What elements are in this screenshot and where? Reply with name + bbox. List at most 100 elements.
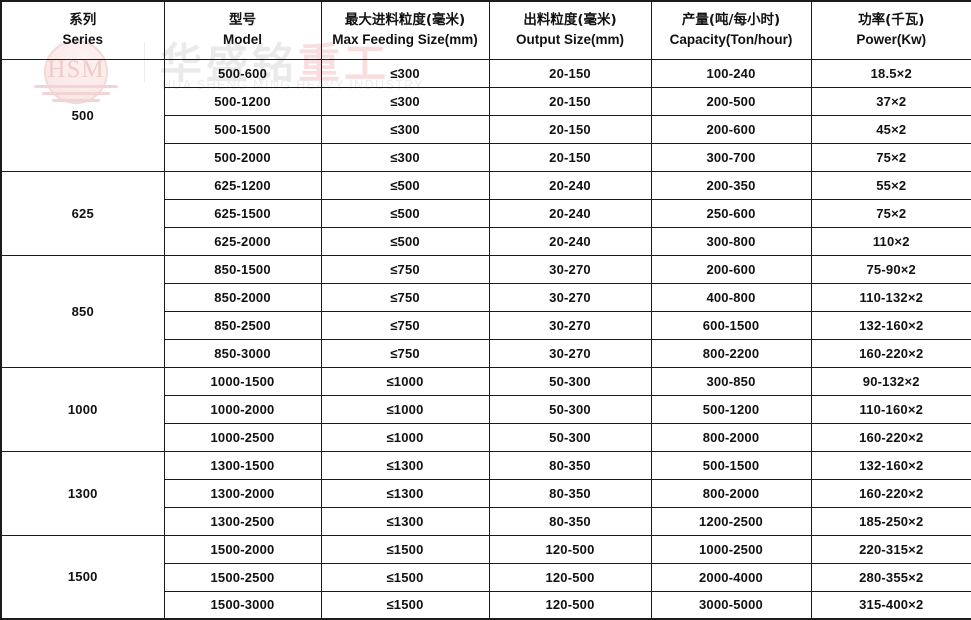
column-header-capacity: 产量(吨/每小时) Capacity(Ton/hour) — [650, 0, 812, 60]
output-size-cell: 120-500 — [488, 590, 652, 620]
power-cell: 160-220×2 — [810, 338, 971, 368]
output-size-cell: 20-150 — [488, 58, 652, 88]
table-header: 系列 Series 型号 Model 最大进料粒度(毫米) Max Feeding Siz… — [0, 0, 971, 60]
table-row: 850 850-1500 ≤750 30-270 200-600 75-90×2 — [0, 254, 971, 368]
column-header-feed: 最大进料粒度(毫米) Max Feeding Size(mm) — [320, 0, 490, 60]
column-header-cn: 系列 — [69, 11, 97, 28]
max-feeding-size-cell: ≤300 — [320, 114, 490, 144]
model-cell: 1300-2000 — [163, 478, 322, 508]
column-header-en: Capacity(Ton/hour) — [669, 32, 793, 48]
table-row: 1000 1000-1500 ≤1000 50-300 300-850 90-132×2 — [0, 366, 971, 452]
model-cell: 500-2000 — [163, 142, 322, 172]
output-size-cell: 20-240 — [488, 198, 652, 228]
capacity-cell: 800-2000 — [650, 478, 812, 508]
capacity-cell: 3000-5000 — [650, 590, 812, 620]
power-cell: 55×2 — [810, 170, 971, 200]
power-cell: 132-160×2 — [810, 310, 971, 340]
output-size-cell: 50-300 — [488, 366, 652, 396]
max-feeding-size-cell: ≤1500 — [320, 562, 490, 592]
capacity-cell: 100-240 — [650, 58, 812, 88]
column-header-cn: 最大进料粒度(毫米) — [344, 11, 466, 28]
output-size-cell: 30-270 — [488, 338, 652, 368]
model-cell: 1000-1500 — [163, 366, 322, 396]
power-cell: 45×2 — [810, 114, 971, 144]
table-row: 625 625-1200 ≤500 20-240 200-350 55×2 — [0, 170, 971, 256]
max-feeding-size-cell: ≤1000 — [320, 422, 490, 452]
max-feeding-size-cell: ≤1000 — [320, 394, 490, 424]
max-feeding-size-cell: ≤1300 — [320, 450, 490, 480]
power-cell: 110-160×2 — [810, 394, 971, 424]
capacity-cell: 300-700 — [650, 142, 812, 172]
model-cell: 1500-2000 — [163, 534, 322, 564]
model-cell: 500-600 — [163, 58, 322, 88]
max-feeding-size-cell: ≤500 — [320, 198, 490, 228]
table-row: 1500-2500 ≤1500 120-500 2000-4000 280-355×2 — [1, 562, 971, 592]
model-cell: 500-1200 — [163, 86, 322, 116]
column-header-series: 系列 Series — [0, 0, 165, 60]
column-header-en: Max Feeding Size(mm) — [332, 32, 478, 48]
capacity-cell: 200-600 — [650, 254, 812, 284]
max-feeding-size-cell: ≤1300 — [320, 478, 490, 508]
output-size-cell: 20-240 — [488, 170, 652, 200]
output-size-cell: 80-350 — [488, 478, 652, 508]
output-size-cell: 30-270 — [488, 254, 652, 284]
model-cell: 625-2000 — [163, 226, 322, 256]
max-feeding-size-cell: ≤1300 — [320, 506, 490, 536]
series-cell: 625 — [0, 170, 165, 256]
output-size-cell: 50-300 — [488, 394, 652, 424]
power-cell: 90-132×2 — [810, 366, 971, 396]
output-size-cell: 120-500 — [488, 562, 652, 592]
max-feeding-size-cell: ≤300 — [320, 142, 490, 172]
capacity-cell: 200-500 — [650, 86, 812, 116]
series-cell: 850 — [0, 254, 165, 368]
capacity-cell: 250-600 — [650, 198, 812, 228]
model-cell: 1000-2000 — [163, 394, 322, 424]
capacity-cell: 1000-2500 — [650, 534, 812, 564]
model-cell: 1000-2500 — [163, 422, 322, 452]
power-cell: 185-250×2 — [810, 506, 971, 536]
model-cell: 1300-2500 — [163, 506, 322, 536]
max-feeding-size-cell: ≤1000 — [320, 366, 490, 396]
capacity-cell: 500-1500 — [650, 450, 812, 480]
series-cell: 1500 — [0, 534, 165, 620]
max-feeding-size-cell: ≤500 — [320, 226, 490, 256]
model-cell: 1500-3000 — [163, 590, 322, 620]
power-cell: 75×2 — [810, 142, 971, 172]
power-cell: 160-220×2 — [810, 478, 971, 508]
column-header-en: Output Size(mm) — [516, 32, 624, 48]
max-feeding-size-cell: ≤750 — [320, 254, 490, 284]
power-cell: 110-132×2 — [810, 282, 971, 312]
power-cell: 160-220×2 — [810, 422, 971, 452]
table-row: 1000-2000 ≤1000 50-300 500-1200 110-160×2 — [1, 394, 971, 424]
output-size-cell: 30-270 — [488, 310, 652, 340]
capacity-cell: 1200-2500 — [650, 506, 812, 536]
column-header-power: 功率(千瓦) Power(Kw) — [810, 0, 971, 60]
column-header-en: Power(Kw) — [856, 32, 927, 48]
output-size-cell: 50-300 — [488, 422, 652, 452]
column-header-cn: 功率(千瓦) — [858, 11, 925, 28]
table-row: 625-1500 ≤500 20-240 250-600 75×2 — [1, 198, 971, 228]
power-cell: 110×2 — [810, 226, 971, 256]
max-feeding-size-cell: ≤750 — [320, 282, 490, 312]
capacity-cell: 300-850 — [650, 366, 812, 396]
capacity-cell: 200-600 — [650, 114, 812, 144]
power-cell: 315-400×2 — [810, 590, 971, 620]
max-feeding-size-cell: ≤750 — [320, 338, 490, 368]
model-cell: 625-1500 — [163, 198, 322, 228]
power-cell: 280-355×2 — [810, 562, 971, 592]
model-cell: 625-1200 — [163, 170, 322, 200]
capacity-cell: 800-2200 — [650, 338, 812, 368]
power-cell: 37×2 — [810, 86, 971, 116]
power-cell: 18.5×2 — [810, 58, 971, 88]
model-cell: 1300-1500 — [163, 450, 322, 480]
max-feeding-size-cell: ≤1500 — [320, 534, 490, 564]
column-header-cn: 出料粒度(毫米) — [523, 11, 617, 28]
output-size-cell: 20-240 — [488, 226, 652, 256]
model-cell: 850-2500 — [163, 310, 322, 340]
output-size-cell: 20-150 — [488, 114, 652, 144]
power-cell: 75×2 — [810, 198, 971, 228]
column-header-en: Series — [62, 32, 104, 48]
table-row: 1500 1500-2000 ≤1500 120-500 1000-2500 220-31… — [0, 534, 971, 620]
model-cell: 850-2000 — [163, 282, 322, 312]
model-cell: 1500-2500 — [163, 562, 322, 592]
